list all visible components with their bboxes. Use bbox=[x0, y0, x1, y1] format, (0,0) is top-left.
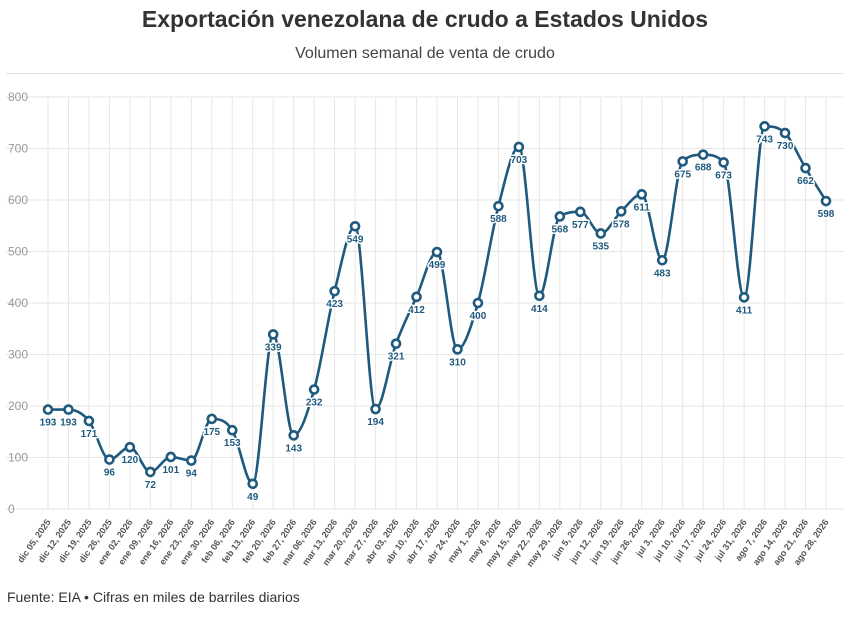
data-point bbox=[472, 297, 484, 309]
data-label: 175 bbox=[203, 427, 220, 438]
data-point bbox=[534, 290, 545, 302]
data-point bbox=[186, 455, 197, 466]
data-point bbox=[738, 292, 750, 303]
data-label: 730 bbox=[777, 141, 794, 152]
data-point bbox=[493, 200, 504, 212]
data-point bbox=[820, 195, 832, 207]
data-label: 577 bbox=[572, 220, 589, 231]
data-point bbox=[124, 441, 136, 453]
data-point bbox=[411, 291, 422, 303]
data-point bbox=[349, 220, 361, 232]
data-point bbox=[104, 454, 115, 465]
data-label: 598 bbox=[818, 209, 835, 220]
chart-subtitle: Volumen semanal de venta de crudo bbox=[295, 45, 555, 62]
data-label: 321 bbox=[388, 352, 405, 363]
chart-title: Exportación venezolana de crudo a Estado… bbox=[141, 6, 709, 32]
data-label: 535 bbox=[592, 241, 609, 252]
grid-lines bbox=[6, 96, 844, 510]
data-label: 412 bbox=[408, 305, 425, 316]
data-point bbox=[206, 413, 218, 425]
data-label: 310 bbox=[449, 357, 466, 368]
data-point bbox=[636, 189, 648, 200]
data-point bbox=[247, 478, 259, 490]
source-note: Fuente: EIA • Cifras en miles de barrile… bbox=[7, 589, 300, 605]
data-label: 611 bbox=[634, 202, 651, 213]
data-label: 339 bbox=[265, 342, 282, 353]
data-point bbox=[800, 162, 811, 174]
y-tick-label: 800 bbox=[8, 90, 28, 104]
data-point bbox=[267, 329, 279, 340]
data-label: 120 bbox=[122, 455, 139, 466]
data-point bbox=[226, 424, 238, 436]
data-point bbox=[595, 228, 607, 239]
y-tick-label: 300 bbox=[8, 348, 28, 362]
data-label: 96 bbox=[104, 468, 116, 479]
data-point bbox=[42, 404, 54, 415]
data-label: 675 bbox=[674, 169, 691, 180]
data-point bbox=[697, 149, 709, 160]
header-divider bbox=[6, 73, 844, 74]
data-point bbox=[390, 338, 402, 349]
data-label: 578 bbox=[613, 219, 630, 230]
data-label: 193 bbox=[40, 418, 57, 429]
data-label: 549 bbox=[347, 234, 364, 245]
data-label: 101 bbox=[162, 465, 179, 476]
data-point bbox=[370, 403, 381, 415]
y-tick-label: 200 bbox=[8, 399, 28, 413]
data-label: 153 bbox=[224, 438, 241, 449]
data-label: 568 bbox=[551, 224, 568, 235]
data-label: 194 bbox=[367, 417, 384, 428]
data-point bbox=[615, 206, 627, 217]
y-tick-label: 500 bbox=[8, 245, 28, 259]
data-point bbox=[779, 127, 791, 139]
data-points bbox=[42, 121, 832, 490]
data-label: 423 bbox=[326, 299, 343, 310]
data-label: 688 bbox=[695, 163, 712, 174]
data-point bbox=[288, 430, 299, 441]
data-label: 171 bbox=[81, 429, 98, 440]
y-tick-label: 700 bbox=[8, 142, 28, 156]
data-point bbox=[431, 246, 443, 258]
data-point bbox=[513, 141, 525, 153]
data-label: 411 bbox=[736, 305, 753, 316]
y-tick-label: 400 bbox=[8, 296, 28, 310]
data-point bbox=[656, 254, 668, 266]
data-label: 588 bbox=[490, 214, 507, 225]
data-label: 483 bbox=[654, 268, 671, 279]
data-label: 662 bbox=[797, 176, 814, 187]
data-label: 49 bbox=[247, 492, 259, 503]
y-axis: 0 100 200 300 400 500 600 700 800 bbox=[8, 90, 28, 516]
data-label: 232 bbox=[306, 398, 323, 409]
data-label: 400 bbox=[470, 311, 487, 322]
data-label: 743 bbox=[756, 134, 773, 145]
data-label: 94 bbox=[186, 469, 198, 480]
data-point bbox=[308, 384, 320, 395]
data-labels: 193 193 171 96 120 72 101 94 175 153 49 339 143 232 42… bbox=[38, 133, 836, 504]
data-label: 673 bbox=[715, 170, 732, 181]
data-point bbox=[165, 451, 177, 463]
data-point bbox=[677, 156, 688, 167]
data-point bbox=[145, 466, 156, 478]
y-tick-label: 600 bbox=[8, 193, 28, 207]
data-point bbox=[554, 211, 566, 222]
data-point bbox=[759, 121, 770, 132]
data-point bbox=[575, 206, 586, 218]
data-point bbox=[452, 344, 463, 355]
data-label: 72 bbox=[145, 480, 157, 491]
data-label: 143 bbox=[285, 443, 302, 454]
data-point bbox=[83, 415, 95, 427]
y-tick-label: 0 bbox=[8, 502, 15, 516]
data-label: 703 bbox=[511, 155, 528, 166]
data-point bbox=[718, 157, 729, 168]
y-tick-label: 100 bbox=[8, 451, 28, 465]
data-point bbox=[63, 404, 74, 415]
data-label: 193 bbox=[60, 418, 77, 429]
data-point bbox=[329, 285, 340, 297]
data-label: 499 bbox=[429, 260, 446, 271]
data-label: 414 bbox=[531, 304, 548, 315]
